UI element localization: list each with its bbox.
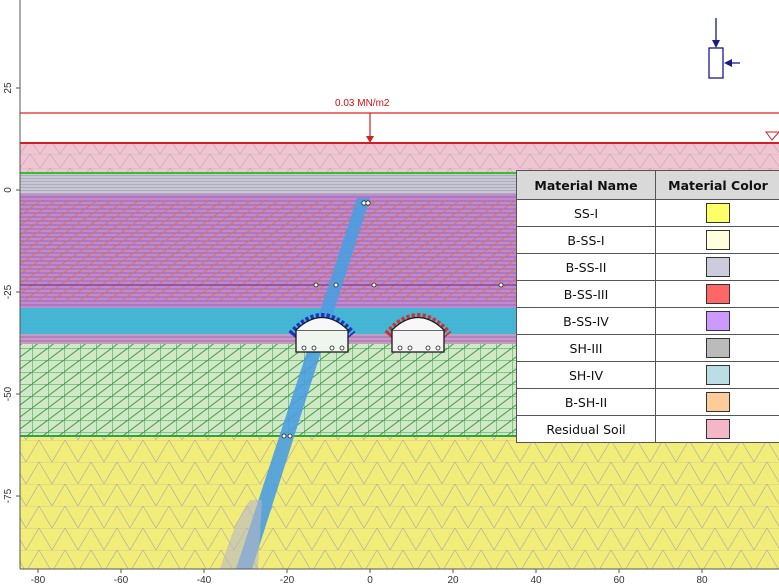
y-tick-label: -50 xyxy=(3,386,14,401)
material-name: SH-IV xyxy=(516,361,656,389)
x-tick-label: 20 xyxy=(447,575,459,586)
legend-row: SH-III xyxy=(516,334,779,362)
left-tunnel xyxy=(288,313,356,353)
material-swatch xyxy=(706,392,730,412)
material-swatch xyxy=(706,203,730,223)
y-tick-label: -75 xyxy=(3,488,14,503)
x-axis-ticks: -80 -60 -40 -20 0 20 40 60 80 xyxy=(31,569,708,586)
fault-zone xyxy=(236,198,370,569)
legend-header-name: Material Name xyxy=(516,170,656,200)
y-axis-ticks: 25 0 -25 -50 -75 xyxy=(3,82,20,503)
legend-row: B-SS-IV xyxy=(516,307,779,335)
material-name: B-SS-III xyxy=(516,280,656,308)
x-tick-label: -80 xyxy=(31,575,46,586)
material-swatch xyxy=(706,365,730,385)
boundary-condition-icon xyxy=(708,18,740,79)
x-tick-label: 60 xyxy=(613,575,625,586)
legend-row: Residual Soil xyxy=(516,415,779,443)
material-swatch xyxy=(706,419,730,439)
material-swatch xyxy=(706,230,730,250)
x-tick-label: 0 xyxy=(367,575,373,586)
material-name: SH-III xyxy=(516,334,656,362)
material-name: B-SS-II xyxy=(516,253,656,281)
x-tick-label: -40 xyxy=(197,575,212,586)
load-arrow-head xyxy=(366,136,374,143)
material-legend: Material Name Material Color SS-I B-SS-I… xyxy=(516,170,779,443)
y-tick-label: 0 xyxy=(3,187,14,193)
material-name: B-SS-I xyxy=(516,226,656,254)
y-tick-label: 25 xyxy=(3,82,14,94)
legend-row: B-SS-I xyxy=(516,226,779,254)
right-tunnel xyxy=(384,313,452,353)
material-swatch xyxy=(706,338,730,358)
legend-row: B-SH-II xyxy=(516,388,779,416)
material-name: Residual Soil xyxy=(516,415,656,443)
water-table-marker xyxy=(765,131,779,141)
x-tick-label: -60 xyxy=(114,575,129,586)
node-markers xyxy=(281,200,504,439)
material-name: B-SH-II xyxy=(516,388,656,416)
load-label: 0.03 MN/m2 xyxy=(335,98,390,109)
material-swatch xyxy=(706,257,730,277)
legend-row: B-SS-III xyxy=(516,280,779,308)
x-tick-label: -20 xyxy=(280,575,295,586)
legend-row: SH-IV xyxy=(516,361,779,389)
legend-row: SS-I xyxy=(516,199,779,227)
material-name: B-SS-IV xyxy=(516,307,656,335)
x-tick-label: 40 xyxy=(530,575,542,586)
material-name: SS-I xyxy=(516,199,656,227)
legend-header-color: Material Color xyxy=(655,170,779,200)
material-swatch xyxy=(706,284,730,304)
x-tick-label: 80 xyxy=(696,575,708,586)
y-tick-label: -25 xyxy=(3,284,14,299)
legend-row: B-SS-II xyxy=(516,253,779,281)
material-swatch xyxy=(706,311,730,331)
